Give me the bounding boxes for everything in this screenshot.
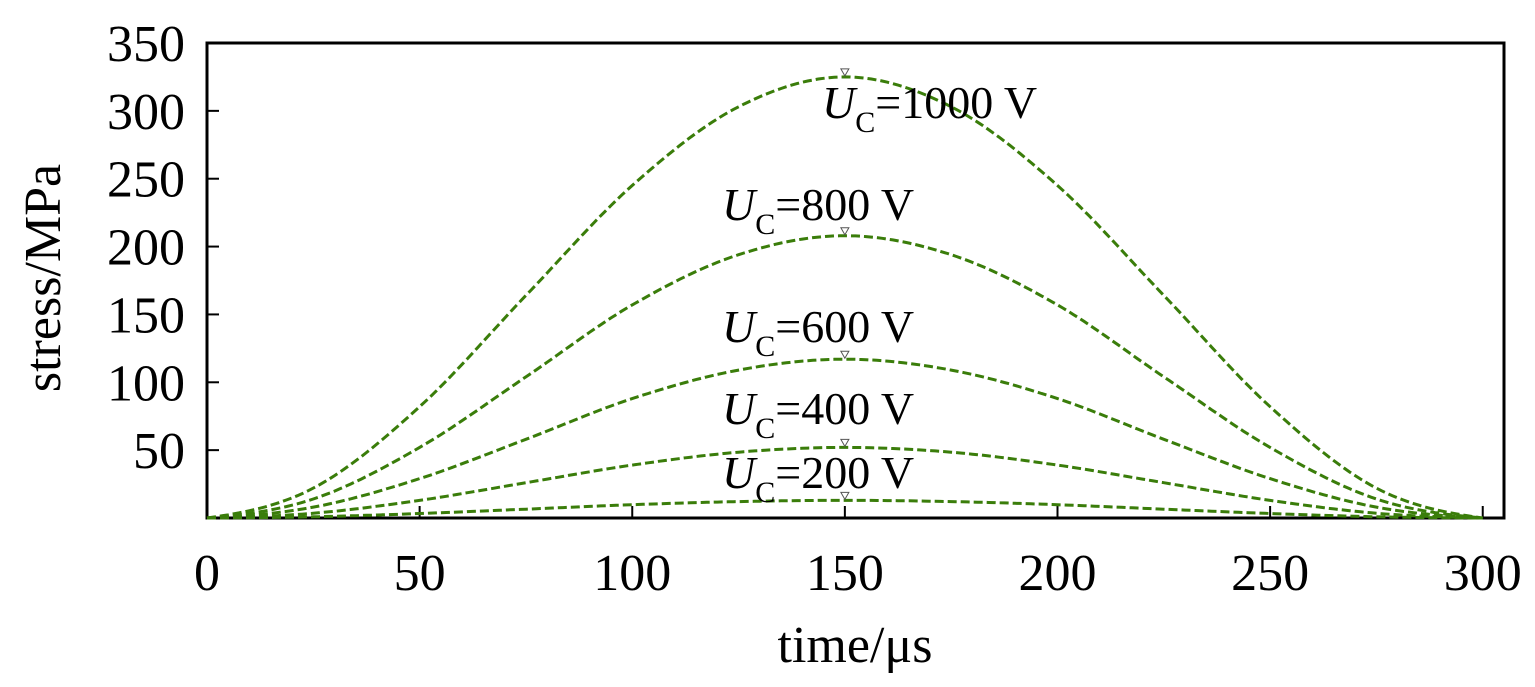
- series-label-value: =600 V: [775, 301, 914, 352]
- series-line: [206, 234, 1483, 520]
- y-tick-label: 350: [107, 16, 185, 73]
- x-tick-label: 100: [593, 545, 671, 602]
- x-tick-label: 150: [806, 545, 884, 602]
- x-tick-label: 200: [1018, 545, 1096, 602]
- axis-ticks: 0 50 100 150 200 250 300 50 100 150 200 250 300 350: [107, 16, 1522, 602]
- y-tick-label: 150: [107, 287, 185, 344]
- series-label-value: =200 V: [775, 447, 914, 498]
- series-label-symbol: U: [722, 383, 758, 434]
- x-axis-title: time/μs: [778, 617, 933, 674]
- y-tick-label: 50: [133, 423, 185, 480]
- series-label: UC=200 V: [722, 447, 914, 509]
- series-line: [206, 75, 1483, 520]
- series-label-subscript: C: [755, 208, 775, 241]
- series-label-symbol: U: [722, 301, 758, 352]
- series-layer: [206, 68, 1483, 520]
- series-line: [206, 357, 1483, 520]
- labels-layer: UC=1000 VUC=800 VUC=600 VUC=400 VUC=200 …: [722, 77, 1037, 509]
- series-label-value: =400 V: [775, 383, 914, 434]
- series-label-value: =1000 V: [875, 77, 1037, 128]
- peak-marker: [840, 438, 850, 448]
- series-label-subscript: C: [755, 330, 775, 363]
- series-label-subscript: C: [855, 106, 875, 139]
- series-label: UC=1000 V: [822, 77, 1037, 139]
- peak-marker: [840, 350, 850, 360]
- series-label: UC=400 V: [722, 383, 914, 445]
- y-tick-label: 250: [107, 152, 185, 209]
- y-tick-label: 300: [107, 84, 185, 141]
- y-tick-label: 100: [107, 355, 185, 412]
- peak-marker: [840, 491, 850, 501]
- series-line: [207, 498, 1483, 520]
- x-tick-label: 250: [1231, 545, 1309, 602]
- series-label: UC=600 V: [722, 301, 914, 363]
- y-tick-label: 200: [107, 220, 185, 277]
- series-label: UC=800 V: [722, 179, 914, 241]
- plot-frame: [205, 41, 1506, 520]
- series-label-subscript: C: [755, 412, 775, 445]
- x-tick-label: 300: [1444, 545, 1522, 602]
- x-tick-label: 50: [394, 545, 446, 602]
- peak-marker: [840, 227, 850, 236]
- y-axis-title: stress/MPa: [15, 164, 72, 392]
- series-label-symbol: U: [722, 179, 758, 230]
- x-tick-label: 0: [194, 545, 220, 602]
- series-label-symbol: U: [822, 77, 858, 128]
- series-label-subscript: C: [755, 476, 775, 509]
- series-line: [206, 445, 1483, 520]
- peak-marker: [840, 68, 850, 77]
- series-label-symbol: U: [722, 447, 758, 498]
- series-label-value: =800 V: [775, 179, 914, 230]
